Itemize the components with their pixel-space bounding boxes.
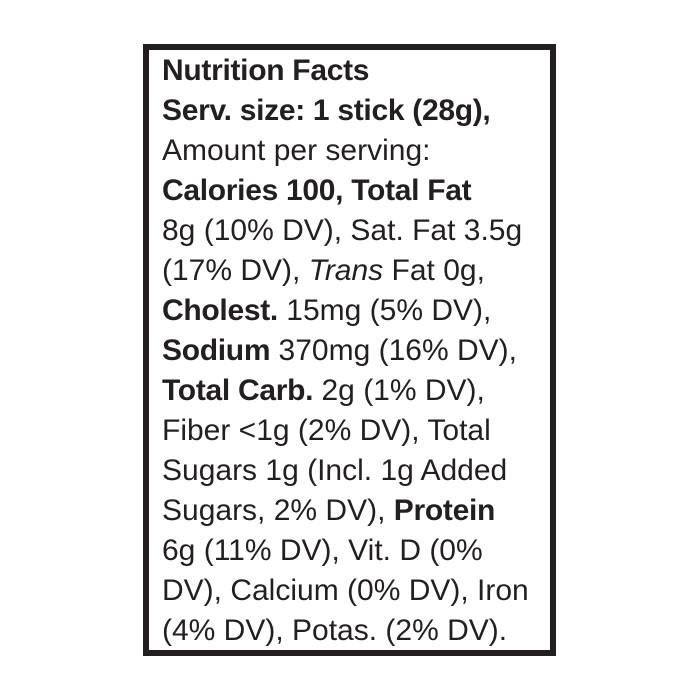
label-text-segment: Serv. size: 1 stick (28g), <box>162 94 491 127</box>
nutrition-facts-text: Nutrition Facts Serv. size: 1 stick (28g)… <box>149 50 550 651</box>
label-text-segment: Amount per serving: <box>162 134 431 167</box>
label-line: Sugars 1g (Incl. 1g Added <box>162 451 546 491</box>
label-line: Sugars, 2% DV), Protein <box>162 491 546 531</box>
label-line: Sodium 370mg (16% DV), <box>162 331 546 371</box>
label-line: Cholest. 15mg (5% DV), <box>162 291 546 331</box>
label-text-segment: (17% DV), <box>162 254 309 287</box>
label-text-segment: 6g (11% DV), Vit. D (0% <box>162 534 483 567</box>
label-text-segment: Trans <box>308 254 384 287</box>
label-text-segment: DV), Calcium (0% DV), Iron <box>162 574 529 607</box>
label-text-segment: Sugars, 2% DV), <box>162 494 394 527</box>
label-text-segment: Fat 0g, <box>383 254 485 287</box>
label-line: 8g (10% DV), Sat. Fat 3.5g <box>162 211 546 251</box>
label-text-segment: Sodium <box>162 334 271 367</box>
label-text-segment: Cholest. <box>162 294 278 327</box>
label-line: 6g (11% DV), Vit. D (0% <box>162 531 546 571</box>
label-text-segment: 15mg (5% DV), <box>277 294 492 327</box>
label-line: Calories 100, Total Fat <box>162 171 546 211</box>
label-text-segment: Sugars 1g (Incl. 1g Added <box>162 454 508 487</box>
label-text-segment: Nutrition Facts <box>162 54 370 87</box>
label-line: Amount per serving: <box>162 131 546 171</box>
label-line: (17% DV), Trans Fat 0g, <box>162 251 546 291</box>
label-line: Total Carb. 2g (1% DV), <box>162 371 546 411</box>
label-line: (4% DV), Potas. (2% DV). <box>162 611 546 651</box>
label-text-segment: (4% DV), Potas. (2% DV). <box>162 614 508 647</box>
label-text-segment: 370mg (16% DV), <box>270 334 517 367</box>
label-text-segment: Protein <box>393 494 496 527</box>
label-line: Nutrition Facts <box>162 51 546 91</box>
label-text-segment: 8g (10% DV), Sat. Fat 3.5g <box>162 214 523 247</box>
label-text-segment: 2g (1% DV), <box>313 374 485 407</box>
label-line: Serv. size: 1 stick (28g), <box>162 91 546 131</box>
label-line: Fiber <1g (2% DV), Total <box>162 411 546 451</box>
nutrition-facts-label: Nutrition Facts Serv. size: 1 stick (28g)… <box>143 44 556 656</box>
label-line: DV), Calcium (0% DV), Iron <box>162 571 546 611</box>
label-text-segment: Calories 100, Total Fat <box>162 174 472 207</box>
label-text-segment: Fiber <1g (2% DV), Total <box>162 414 491 447</box>
label-text-segment: Total Carb. <box>162 374 314 407</box>
